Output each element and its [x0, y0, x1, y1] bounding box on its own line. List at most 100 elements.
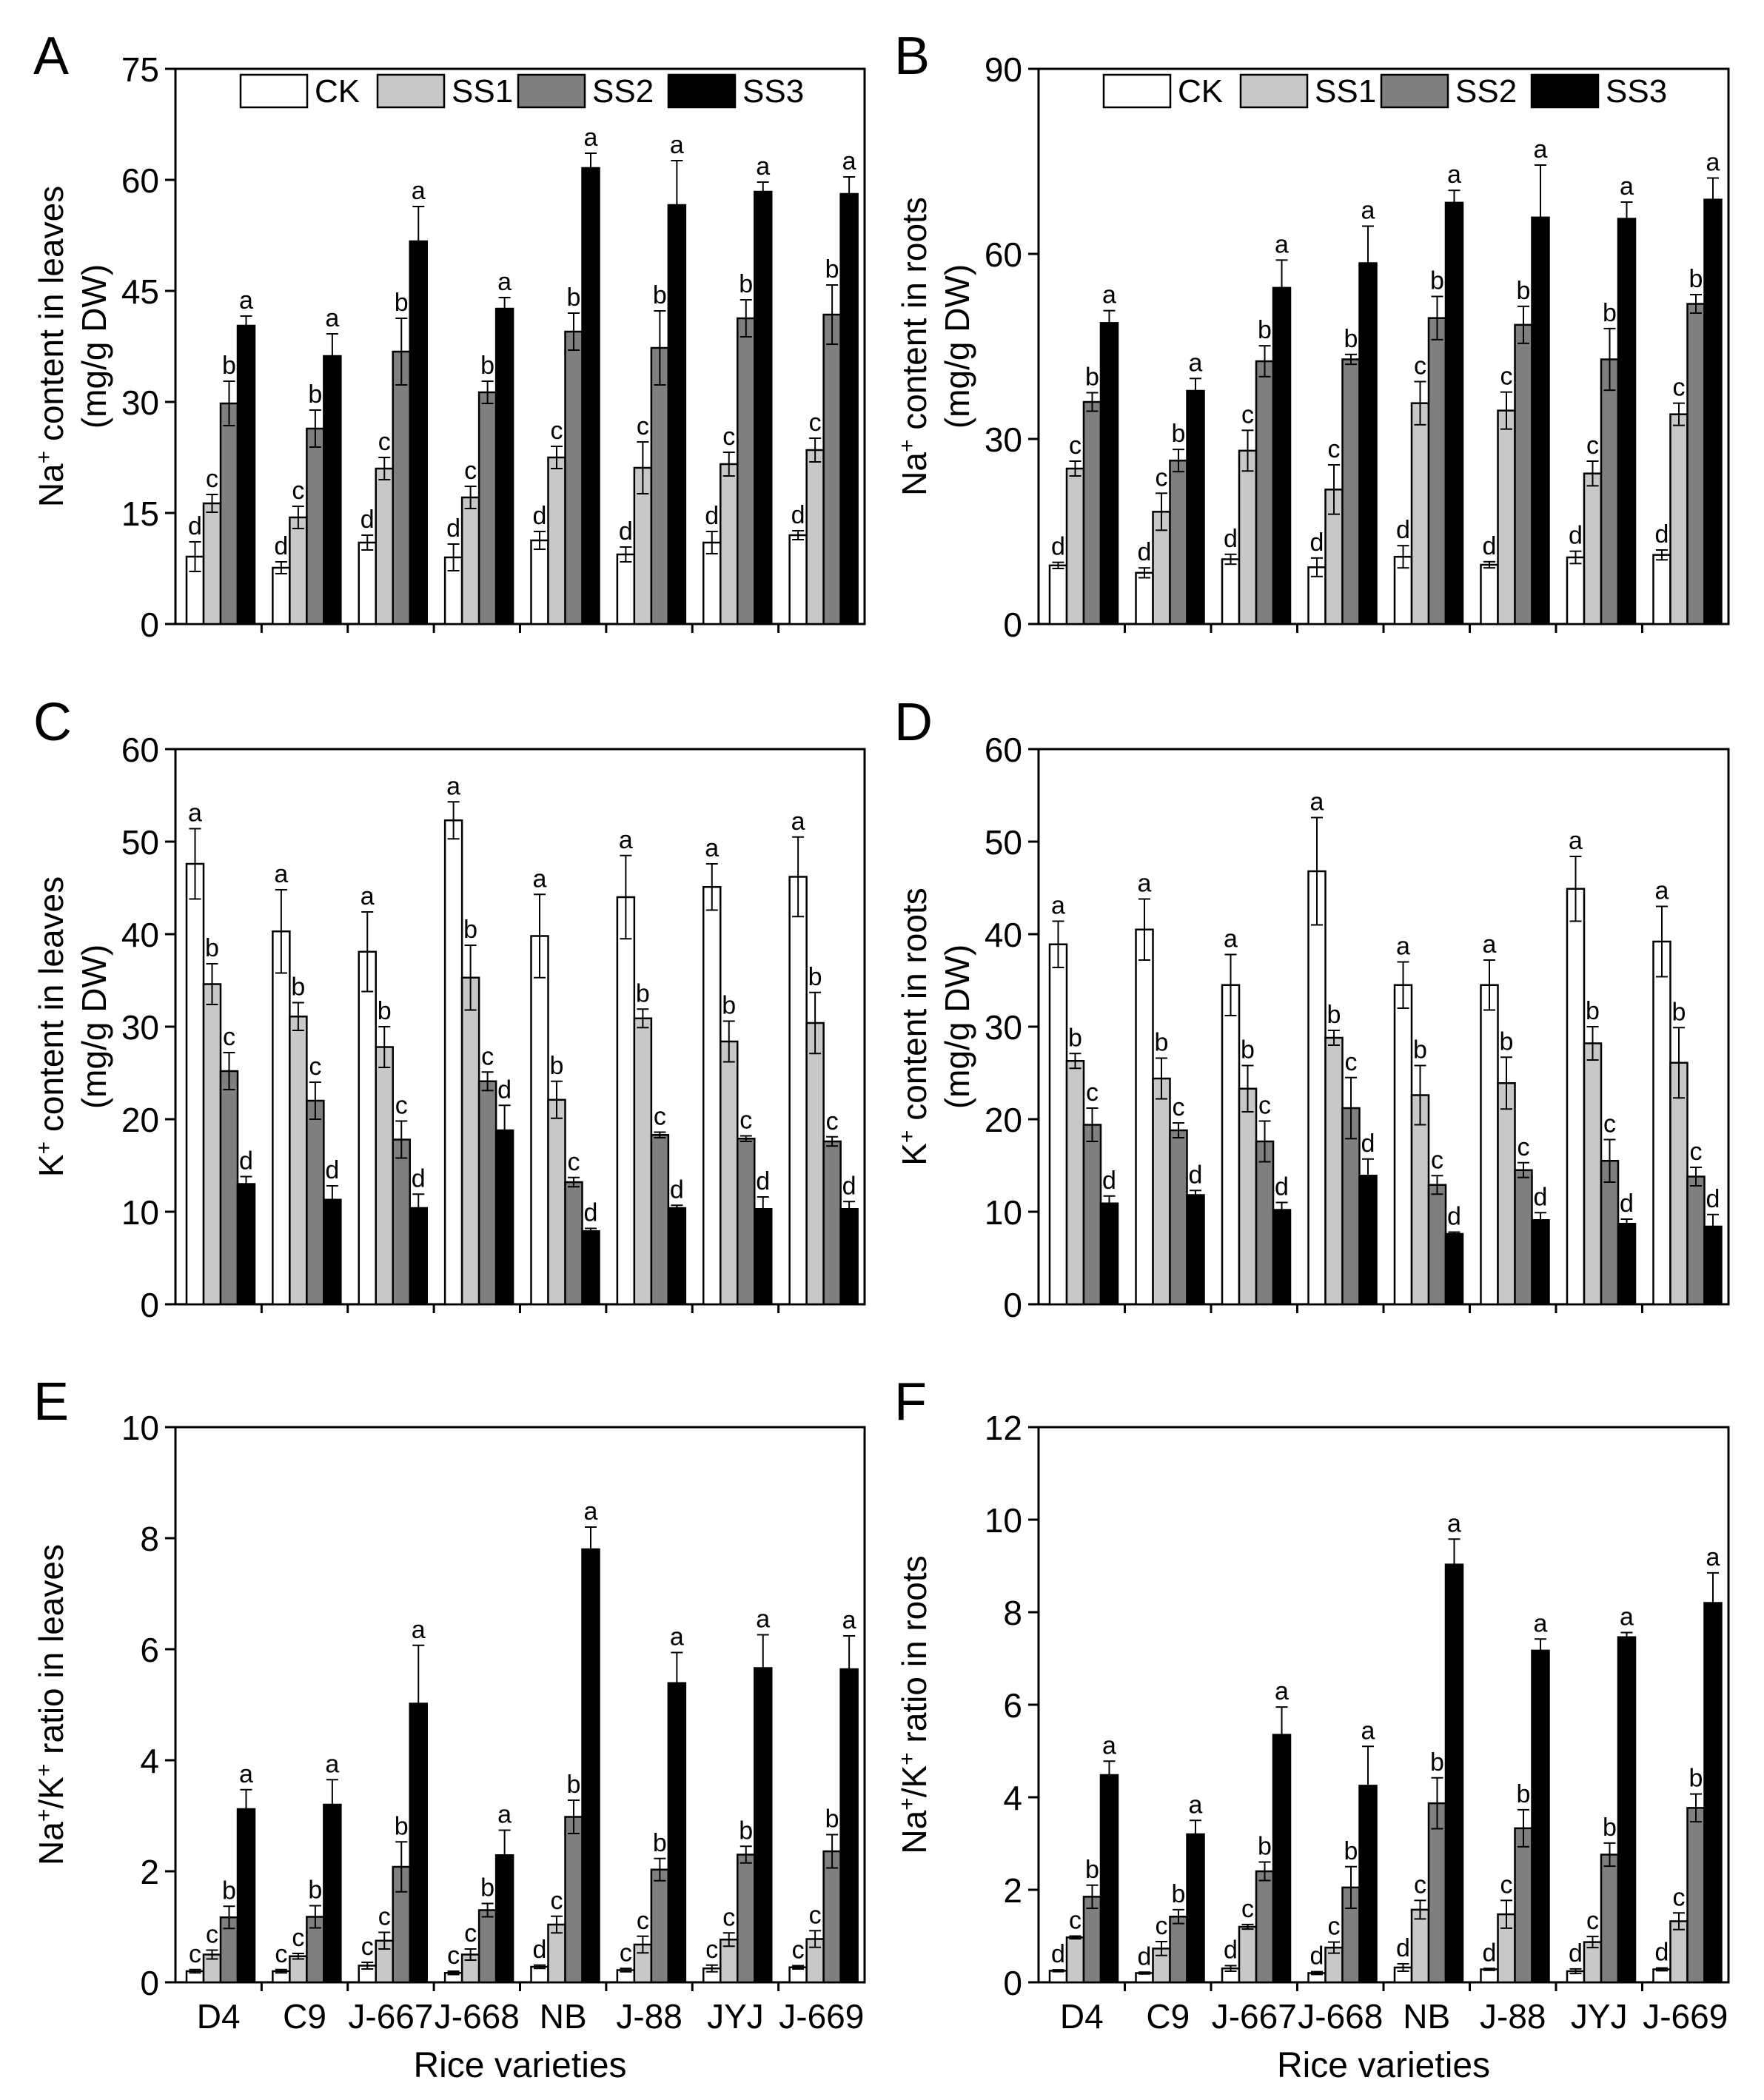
bar-ss3 — [1099, 322, 1119, 625]
bar-ss3 — [839, 192, 859, 625]
significance-label: d — [842, 1172, 856, 1200]
bar-ss1 — [1669, 1920, 1688, 1984]
y-tick-label: 6 — [1003, 1686, 1022, 1725]
x-tick-label: C9 — [1146, 1997, 1190, 2036]
legend-swatch-ck — [1102, 73, 1172, 109]
significance-label: b — [1430, 267, 1444, 295]
significance-label: d — [1483, 1939, 1497, 1967]
bar-ss3 — [1531, 216, 1550, 625]
significance-label: b — [222, 352, 236, 380]
legend: CK SS1 SS2 SS3 — [1102, 73, 1667, 110]
bar-ck — [616, 896, 636, 1306]
y-tick-label: 6 — [140, 1631, 159, 1669]
bar-ss2 — [1686, 1175, 1706, 1306]
bar-ss1 — [1410, 1094, 1430, 1306]
bar-ss3 — [1186, 1833, 1205, 1984]
significance-label: b — [1430, 1748, 1444, 1777]
x-tick-label: J-88 — [1480, 1997, 1546, 2036]
bar-ss3 — [1531, 1649, 1550, 1984]
significance-label: b — [739, 270, 753, 298]
significance-label: b — [1672, 998, 1686, 1026]
significance-label: a — [1224, 925, 1238, 953]
bar-ss3 — [667, 1682, 687, 1984]
bar-ck — [788, 876, 808, 1306]
x-tick-label: J-669 — [1643, 1997, 1728, 2036]
significance-label: c — [1586, 1907, 1599, 1935]
significance-label: b — [550, 1052, 564, 1080]
x-tick-label: NB — [1403, 1997, 1450, 2036]
significance-label: d — [188, 512, 202, 540]
significance-label: d — [1189, 1161, 1203, 1189]
significance-label: b — [1413, 1036, 1427, 1064]
bar-ck — [358, 950, 377, 1306]
bar-ss2 — [219, 1070, 239, 1306]
significance-label: b — [378, 997, 392, 1025]
bar-ck — [1566, 556, 1586, 625]
significance-label: c — [464, 1919, 477, 1948]
bar-ss3 — [236, 1808, 256, 1984]
bar-ck — [1048, 1970, 1068, 1984]
significance-label: a — [584, 1497, 598, 1526]
y-axis-label: K+ content in roots — [895, 888, 934, 1166]
bar-ss3 — [494, 307, 514, 625]
bar-ss2 — [1514, 1827, 1533, 1984]
significance-label: d — [1051, 533, 1065, 561]
significance-label: c — [189, 1940, 201, 1968]
significance-label: c — [826, 1107, 839, 1135]
significance-label: d — [1655, 1939, 1669, 1967]
bar-ck — [1652, 940, 1671, 1306]
significance-label: b — [1068, 1024, 1082, 1052]
y-tick-label: 12 — [985, 1409, 1022, 1447]
bar-ss2 — [1255, 360, 1275, 625]
bar-ss3 — [581, 1230, 600, 1306]
bar-ss2 — [737, 1854, 756, 1984]
x-tick-label: JYJ — [707, 1997, 764, 2036]
bar-ss2 — [392, 350, 411, 625]
bar-ck — [443, 819, 463, 1306]
bar-ss1 — [547, 1098, 566, 1306]
significance-label: a — [584, 124, 598, 152]
significance-label: c — [1690, 1138, 1703, 1166]
significance-label: b — [1241, 1036, 1255, 1064]
bar-ss3 — [1272, 1734, 1292, 1984]
significance-label: c — [1500, 1871, 1513, 1899]
bar-ss3 — [409, 1207, 428, 1306]
significance-label: a — [1483, 930, 1497, 959]
y-tick-label: 50 — [985, 823, 1022, 862]
significance-label: c — [654, 1103, 666, 1131]
significance-label: c — [206, 1921, 218, 1949]
legend-label: SS2 — [1455, 73, 1517, 110]
significance-label: a — [274, 860, 288, 888]
bar-ss2 — [650, 346, 670, 625]
significance-label: d — [325, 1156, 339, 1184]
bar-ck — [1221, 984, 1241, 1306]
significance-label: a — [533, 865, 547, 893]
y-axis-label: Na+ content in leaves — [32, 186, 71, 507]
significance-label: b — [1603, 1814, 1617, 1842]
significance-label: a — [1051, 892, 1065, 920]
significance-label: d — [1310, 1942, 1324, 1970]
bar-ss2 — [1600, 358, 1620, 625]
y-axis-label: K+ content in leaves — [32, 876, 71, 1177]
bar-ss1 — [1497, 409, 1516, 625]
significance-label: c — [722, 1903, 735, 1931]
bar-ss2 — [477, 1080, 497, 1306]
bar-ss2 — [650, 1134, 670, 1306]
significance-label: d — [1275, 1173, 1289, 1201]
bar-ck — [1307, 870, 1327, 1306]
bar-ss1 — [547, 456, 566, 625]
y-axis-label: Na+/K+ ratio in leaves — [32, 1544, 71, 1865]
significance-label: a — [325, 304, 339, 332]
bar-ss3 — [1186, 389, 1205, 625]
bar-ss2 — [1082, 1896, 1102, 1984]
